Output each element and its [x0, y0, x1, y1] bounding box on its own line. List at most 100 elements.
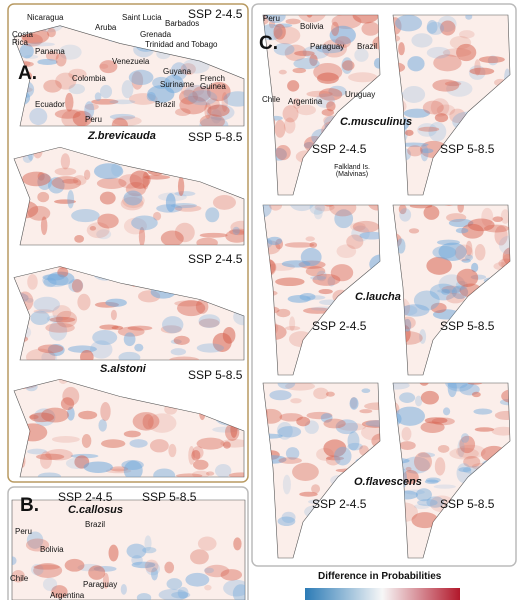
heat-blob [177, 176, 185, 196]
scenario-label: SSP 2-4.5 [312, 142, 367, 156]
heat-blob [266, 15, 286, 24]
species-label: O.flavescens [354, 476, 422, 488]
heat-blob [502, 247, 510, 266]
heat-blob [84, 101, 95, 119]
heat-blob [273, 43, 295, 56]
heat-blob [325, 454, 341, 466]
heat-blob [123, 460, 143, 477]
heat-blob [393, 91, 403, 96]
heat-blob [169, 356, 200, 360]
heat-blob [123, 430, 141, 438]
heat-blob [325, 391, 335, 397]
heat-blob [166, 147, 183, 153]
map-label: Brazil [85, 520, 106, 529]
heat-blob [419, 329, 427, 344]
heat-blob [222, 34, 234, 50]
heat-blob [289, 205, 315, 212]
heat-blob [175, 150, 191, 157]
heat-blob [447, 383, 457, 398]
heat-blob [116, 272, 140, 282]
heat-blob [473, 408, 493, 415]
heat-blob [52, 305, 72, 321]
heat-blob [25, 298, 34, 303]
heat-blob [413, 290, 440, 311]
heat-blob [12, 556, 17, 566]
heat-blob [337, 310, 347, 317]
heat-blob [209, 266, 221, 273]
heat-blob [405, 466, 412, 472]
heat-blob [456, 463, 472, 484]
map-label: Barbados [165, 19, 200, 28]
heat-blob [278, 69, 287, 75]
heat-blob [10, 249, 25, 264]
heat-blob [349, 301, 358, 314]
heat-blob [432, 79, 460, 92]
panel-c-frame [251, 3, 517, 567]
heat-blob [94, 92, 102, 101]
heat-blob [403, 318, 412, 332]
panel-a-frame [7, 3, 249, 483]
heat-blob [458, 30, 475, 39]
heat-blob [330, 474, 348, 486]
heat-blob [490, 484, 510, 498]
heat-blob [455, 227, 469, 234]
land [392, 382, 511, 559]
heat-blob [220, 439, 244, 448]
heat-blob [25, 382, 38, 392]
heat-blob [45, 449, 73, 461]
heat-blob [365, 420, 380, 427]
heat-blob [48, 320, 68, 341]
heat-blob [393, 22, 395, 32]
heat-blob [16, 291, 34, 312]
heat-blob [318, 88, 343, 101]
heat-blob [263, 132, 274, 143]
heat-blob [418, 383, 430, 386]
heat-blob [93, 566, 117, 572]
heat-blob [332, 289, 350, 304]
heat-blob [239, 152, 244, 170]
heat-blob [49, 316, 76, 323]
heat-blob [441, 289, 450, 295]
heat-blob [82, 266, 101, 272]
heat-blob [467, 218, 495, 232]
heat-blob [132, 412, 160, 431]
heat-blob [143, 174, 171, 180]
map-label: Ecuador [35, 100, 65, 109]
heat-blob [284, 44, 307, 62]
heat-blob [347, 431, 360, 451]
heat-blob [500, 209, 510, 224]
heat-blob [68, 278, 84, 293]
heat-blob [354, 48, 369, 62]
heat-blob [444, 81, 462, 87]
heat-blob [284, 242, 315, 248]
heat-blob [54, 167, 77, 176]
heat-blob [472, 107, 480, 124]
heat-blob [285, 447, 300, 460]
heat-blob [47, 344, 65, 356]
heat-blob [300, 247, 322, 267]
heat-blob [51, 585, 68, 599]
heat-blob [204, 102, 212, 119]
heat-blob [131, 149, 151, 166]
heat-blob [465, 15, 473, 20]
heat-blob [314, 205, 335, 212]
panel-label: B. [20, 495, 39, 516]
heat-blob [277, 516, 296, 527]
heat-blob [446, 80, 473, 97]
heat-blob [43, 79, 62, 93]
heat-blob [316, 44, 344, 54]
heat-blob [429, 283, 457, 301]
heat-blob [67, 345, 97, 353]
heat-blob [494, 410, 510, 420]
heat-blob [196, 437, 225, 450]
heat-blob [292, 462, 319, 481]
heat-blob [123, 190, 143, 206]
heat-blob [196, 237, 218, 245]
map-label: Panama [35, 47, 65, 56]
heat-blob [499, 399, 510, 406]
heat-blob [46, 315, 64, 323]
scenario-label: SSP 5-8.5 [440, 319, 495, 333]
heat-blob [125, 379, 142, 387]
heat-blob [398, 42, 405, 56]
heat-blob [263, 112, 276, 131]
